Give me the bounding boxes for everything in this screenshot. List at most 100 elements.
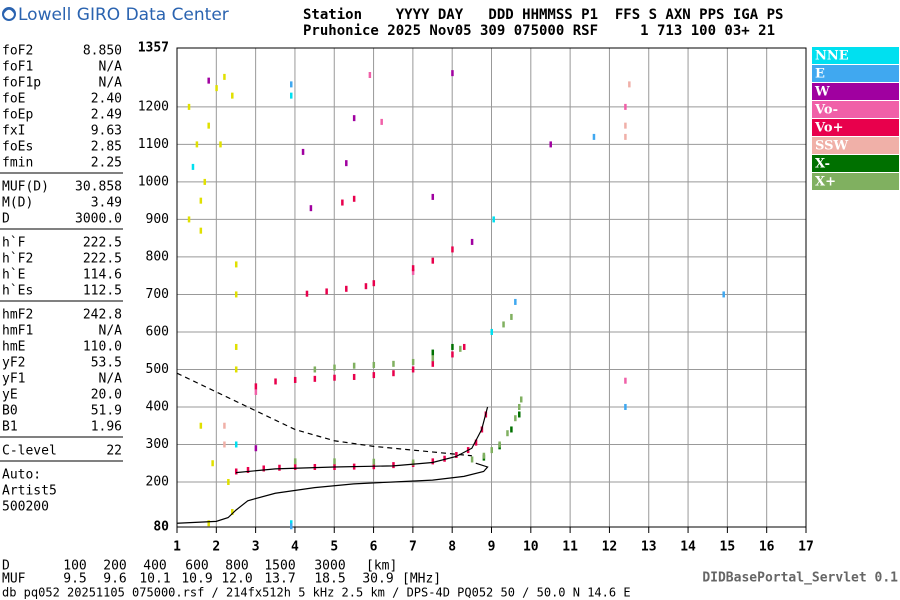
distance-value: 3000 bbox=[314, 559, 345, 574]
echo-point bbox=[510, 313, 513, 320]
muf-value: 12.0 bbox=[221, 572, 252, 587]
noise-point bbox=[231, 508, 234, 515]
echo-point bbox=[341, 199, 344, 206]
noise-point bbox=[199, 197, 203, 204]
noise-point bbox=[231, 92, 234, 99]
echo-point bbox=[246, 466, 250, 473]
distance-value: 800 bbox=[225, 559, 248, 574]
noise-point bbox=[215, 85, 218, 92]
echo-point bbox=[443, 455, 446, 462]
param-name: B1 bbox=[2, 420, 18, 435]
y-tick-label: 1100 bbox=[138, 137, 169, 152]
echo-point bbox=[191, 163, 195, 170]
echo-point bbox=[352, 373, 356, 380]
echo-point bbox=[624, 403, 627, 410]
legend-swatch bbox=[812, 65, 899, 82]
auto-line: 500200 bbox=[2, 500, 49, 515]
x-tick-label: 4 bbox=[291, 540, 299, 555]
distance-value: [km] bbox=[366, 559, 397, 574]
noise-point bbox=[223, 73, 226, 80]
echo-point bbox=[514, 415, 517, 422]
echo-point bbox=[380, 118, 383, 125]
x-tick-label: 3 bbox=[252, 540, 260, 555]
legend-swatch bbox=[812, 47, 899, 64]
param-value: N/A bbox=[99, 60, 123, 75]
echo-point bbox=[223, 422, 226, 429]
param-value: 8.850 bbox=[83, 44, 122, 59]
echo-point bbox=[431, 360, 435, 367]
param-value: 114.6 bbox=[83, 268, 122, 283]
param-value: 222.5 bbox=[83, 252, 122, 267]
echo-point bbox=[313, 375, 317, 382]
legend-label: E bbox=[815, 67, 825, 82]
param-name: MUF(D) bbox=[2, 180, 49, 195]
param-name: C-level bbox=[2, 444, 57, 459]
y-tick-label: 900 bbox=[146, 212, 169, 227]
echo-point bbox=[470, 456, 474, 463]
x-tick-label: 6 bbox=[370, 540, 378, 555]
muf-value: 9.5 bbox=[63, 572, 86, 587]
echo-point bbox=[234, 468, 238, 475]
echo-point bbox=[254, 388, 258, 395]
x-tick-label: 10 bbox=[523, 540, 539, 555]
muf-value: 10.9 bbox=[181, 572, 212, 587]
noise-point bbox=[219, 141, 222, 148]
legend-label: X+ bbox=[815, 175, 836, 190]
logo-icon bbox=[2, 7, 16, 21]
param-name: hmF2 bbox=[2, 308, 33, 323]
muf-value: 10.1 bbox=[139, 572, 170, 587]
echo-point bbox=[462, 343, 466, 350]
param-value: N/A bbox=[99, 372, 123, 387]
param-value: 3000.0 bbox=[75, 212, 122, 227]
muf-value: 13.7 bbox=[264, 572, 295, 587]
param-name: M(D) bbox=[2, 196, 33, 211]
echo-point bbox=[392, 360, 395, 367]
noise-point bbox=[207, 122, 210, 129]
legend-swatch bbox=[812, 137, 899, 154]
echo-point bbox=[254, 383, 258, 390]
echo-point bbox=[372, 280, 376, 287]
param-value: 2.85 bbox=[91, 140, 122, 155]
param-name: hmE bbox=[2, 340, 25, 355]
x-tick-label: 2 bbox=[212, 540, 220, 555]
echo-point bbox=[345, 160, 348, 167]
muf-value: [MHz] bbox=[402, 572, 441, 587]
y-tick-label: 1200 bbox=[138, 99, 169, 114]
legend-label: W bbox=[814, 85, 830, 100]
param-value: 1.96 bbox=[91, 420, 122, 435]
param-name: yE bbox=[2, 388, 18, 403]
x-tick-label: 14 bbox=[680, 540, 696, 555]
y-tick-label: 1357 bbox=[138, 41, 169, 56]
legend-label: NNE bbox=[815, 49, 849, 64]
echo-point bbox=[470, 238, 474, 245]
echo-point bbox=[301, 148, 305, 155]
echo-point bbox=[352, 195, 356, 202]
param-name: foF1p bbox=[2, 76, 41, 91]
echo-point bbox=[325, 288, 328, 295]
echo-point bbox=[364, 283, 368, 290]
echo-point bbox=[459, 345, 462, 352]
param-value: 20.0 bbox=[91, 388, 122, 403]
echo-point bbox=[313, 366, 317, 373]
noise-point bbox=[199, 227, 203, 234]
param-value: 53.5 bbox=[91, 356, 122, 371]
y-tick-label: 500 bbox=[146, 362, 169, 377]
echo-point bbox=[290, 520, 293, 527]
y-tick-label: 300 bbox=[146, 437, 169, 452]
distance-value: 400 bbox=[143, 559, 166, 574]
distance-label: D bbox=[2, 559, 10, 574]
param-value: 110.0 bbox=[83, 340, 122, 355]
noise-point bbox=[227, 478, 230, 485]
echo-point bbox=[411, 268, 415, 275]
param-name: h`F2 bbox=[2, 252, 33, 267]
echo-point bbox=[624, 122, 627, 129]
legend-label: Vo- bbox=[814, 103, 838, 118]
muf-value: 30.9 bbox=[362, 572, 393, 587]
footer-info: db pq052 20251105 075000.rsf / 214fx512h… bbox=[2, 586, 631, 600]
echo-point bbox=[474, 439, 478, 446]
echo-point bbox=[492, 216, 495, 223]
noise-point bbox=[207, 520, 210, 527]
param-name: h`Es bbox=[2, 284, 33, 299]
